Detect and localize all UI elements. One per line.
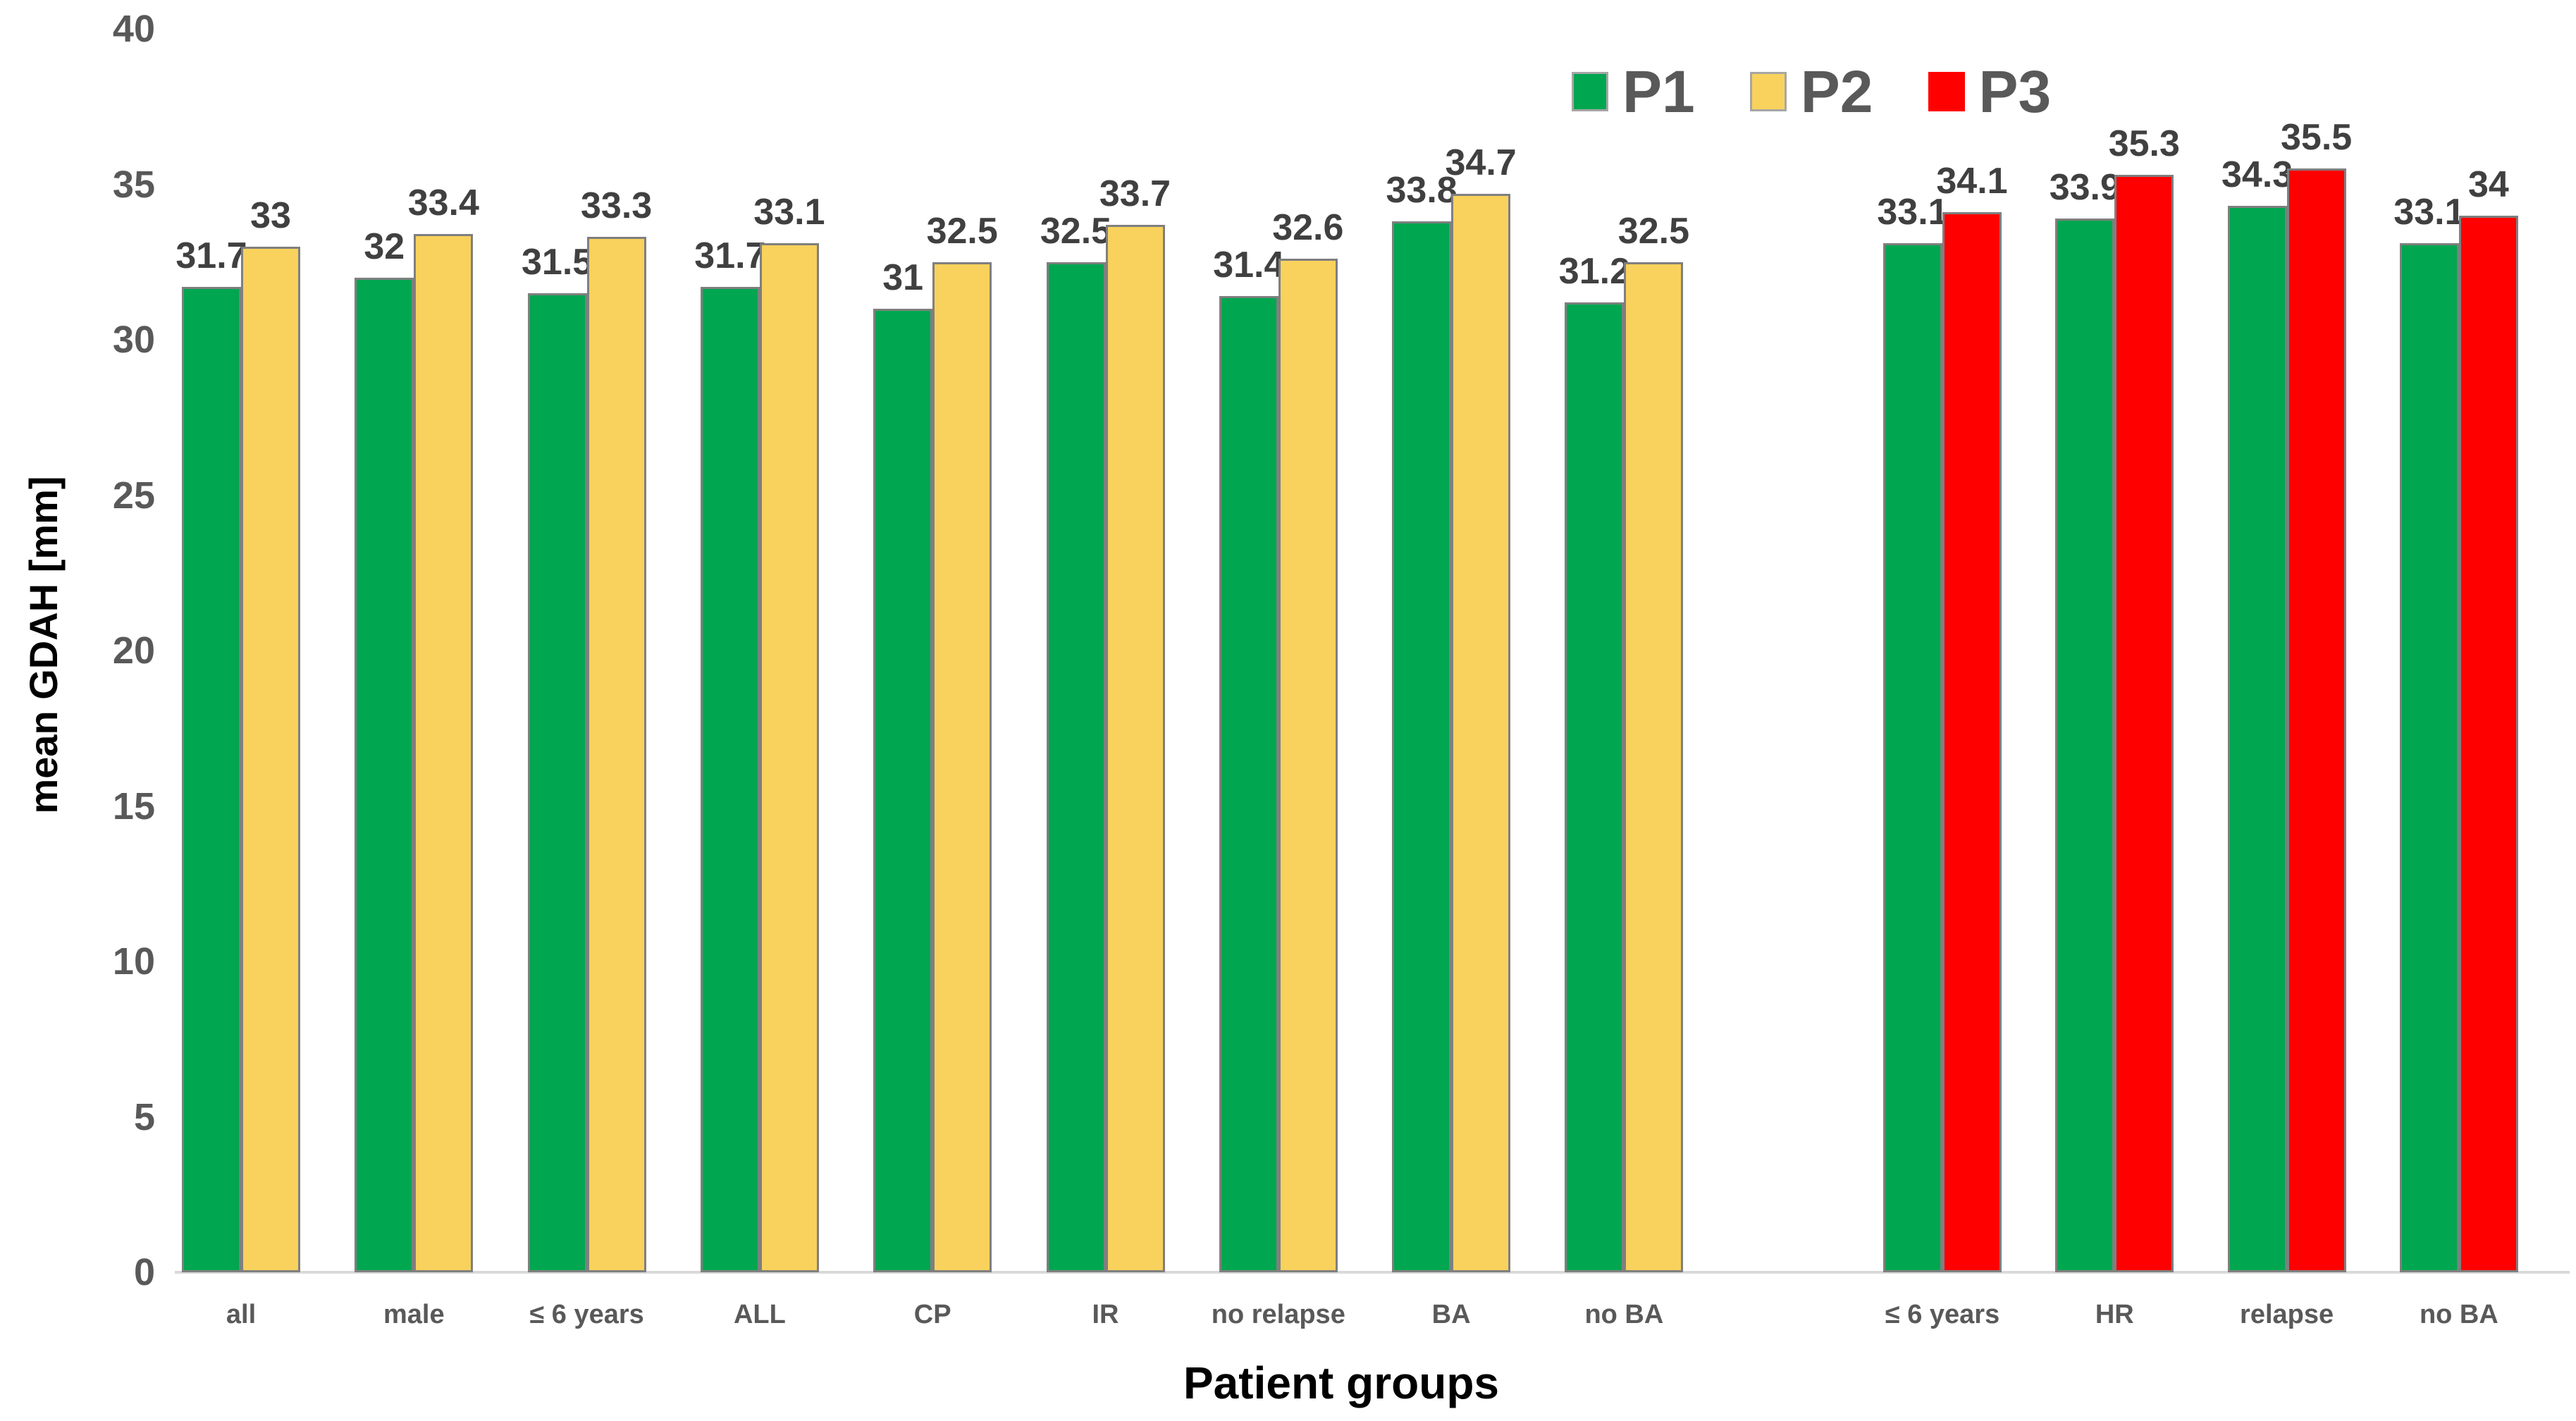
value-label-p1-all: 31.7: [175, 235, 247, 277]
y-tick-label-30: 30: [112, 319, 155, 361]
category-label-cp: CP: [913, 1300, 951, 1329]
category-label-male: male: [383, 1300, 445, 1329]
category-label-no-ba: no BA: [2419, 1300, 2498, 1329]
bar-p2-all: [759, 243, 819, 1272]
bar-p2-ba: [1451, 193, 1511, 1272]
bar-p1-male: [355, 277, 414, 1272]
legend-label-p3: P3: [1978, 59, 2052, 125]
value-label-p3-no-ba: 34: [2467, 164, 2509, 205]
y-tick-label-40: 40: [112, 8, 155, 50]
bar-p3-hr: [2114, 175, 2174, 1272]
bar-p2-male: [414, 234, 474, 1272]
bar-p1-≤-6-years: [1883, 243, 1942, 1272]
bar-p1-ir: [1046, 262, 1106, 1272]
value-label-p1-hr: 33.9: [2049, 167, 2121, 208]
value-label-p1-cp: 31: [882, 257, 924, 298]
bar-p3-relapse: [2286, 168, 2346, 1272]
bar-p1-no-relapse: [1219, 296, 1278, 1272]
legend-item-p1: P1: [1572, 62, 1695, 121]
category-label-all: ALL: [733, 1300, 786, 1329]
value-label-p2-cp: 32.5: [926, 210, 998, 252]
bar-p1-no-ba: [1565, 302, 1625, 1272]
x-axis-title: Patient groups: [1183, 1358, 1500, 1408]
bar-p2-≤-6-years: [586, 237, 646, 1272]
bar-p1-all: [182, 287, 241, 1272]
bar-p2-all: [241, 246, 300, 1272]
y-tick-label-5: 5: [133, 1095, 155, 1138]
value-label-p3-relapse: 35.5: [2280, 117, 2353, 159]
value-label-p2-all: 33.1: [753, 192, 825, 233]
y-tick-label-15: 15: [112, 785, 155, 828]
value-label-p1-male: 32: [364, 226, 405, 267]
legend-label-p2: P2: [1800, 59, 1873, 125]
bar-p1-cp: [873, 308, 933, 1272]
category-label-no-relapse: no relapse: [1211, 1300, 1345, 1329]
category-label-no-ba: no BA: [1584, 1300, 1664, 1329]
value-label-p1-no-ba: 31.2: [1558, 251, 1630, 293]
bar-p3-≤-6-years: [1942, 212, 2002, 1272]
category-label-ir: IR: [1092, 1300, 1119, 1329]
value-label-p2-no-ba: 32.5: [1617, 210, 1689, 252]
value-label-p1-all: 31.7: [694, 235, 766, 277]
y-tick-label-10: 10: [112, 940, 155, 983]
value-label-p2-all: 33: [250, 195, 291, 236]
bar-p1-≤-6-years: [527, 293, 587, 1272]
bar-p2-no-ba: [1624, 262, 1684, 1272]
y-tick-label-0: 0: [133, 1251, 155, 1293]
category-label-relapse: relapse: [2240, 1300, 2334, 1329]
value-label-p1-≤-6-years: 33.1: [1877, 192, 1949, 233]
value-label-p2-ba: 34.7: [1445, 142, 1517, 183]
value-label-p1-relapse: 34.3: [2221, 154, 2293, 196]
value-label-p1-ir: 32.5: [1040, 210, 1112, 252]
bar-p3-no-ba: [2458, 215, 2518, 1272]
legend-item-p2: P2: [1749, 59, 1873, 125]
value-label-p3-hr: 35.3: [2108, 123, 2180, 165]
category-label-hr: HR: [2095, 1300, 2134, 1329]
legend-label-p1: P1: [1622, 59, 1695, 125]
bar-p1-all: [700, 287, 760, 1272]
y-tick-label-25: 25: [112, 474, 155, 517]
y-tick-label-35: 35: [112, 163, 155, 206]
value-label-p2-ir: 33.7: [1099, 173, 1171, 214]
bar-p1-relapse: [2227, 206, 2287, 1272]
value-label-p1-no-ba: 33.1: [2393, 192, 2465, 233]
value-label-p1-≤-6-years: 31.5: [521, 241, 593, 283]
bar-p2-no-relapse: [1278, 259, 1338, 1272]
legend-swatch-p2: [1749, 72, 1787, 111]
bar-p1-hr: [2055, 219, 2115, 1272]
legend: P1 P2 P3: [1572, 62, 2051, 121]
legend-item-p3: P3: [1928, 59, 2052, 125]
bar-p2-cp: [932, 262, 992, 1272]
value-label-p2-no-relapse: 32.6: [1272, 207, 1344, 249]
category-label-all: all: [226, 1300, 257, 1329]
value-label-p1-no-relapse: 31.4: [1213, 245, 1285, 286]
value-label-p1-ba: 33.8: [1386, 170, 1458, 211]
bar-p1-ba: [1392, 221, 1452, 1272]
legend-swatch-p1: [1572, 72, 1608, 111]
x-axis-line: [175, 1271, 2570, 1274]
category-label-≤-6-years: ≤ 6 years: [1885, 1300, 2000, 1329]
value-label-p2-≤-6-years: 33.3: [580, 185, 653, 227]
y-tick-label-20: 20: [112, 629, 155, 672]
bar-p2-ir: [1105, 224, 1165, 1272]
value-label-p2-male: 33.4: [407, 183, 479, 224]
bar-p1-no-ba: [2399, 243, 2459, 1272]
legend-swatch-p3: [1928, 72, 1965, 111]
category-label-≤-6-years: ≤ 6 years: [529, 1300, 644, 1329]
category-label-ba: BA: [1431, 1300, 1471, 1329]
value-label-p3-≤-6-years: 34.1: [1936, 161, 2008, 202]
